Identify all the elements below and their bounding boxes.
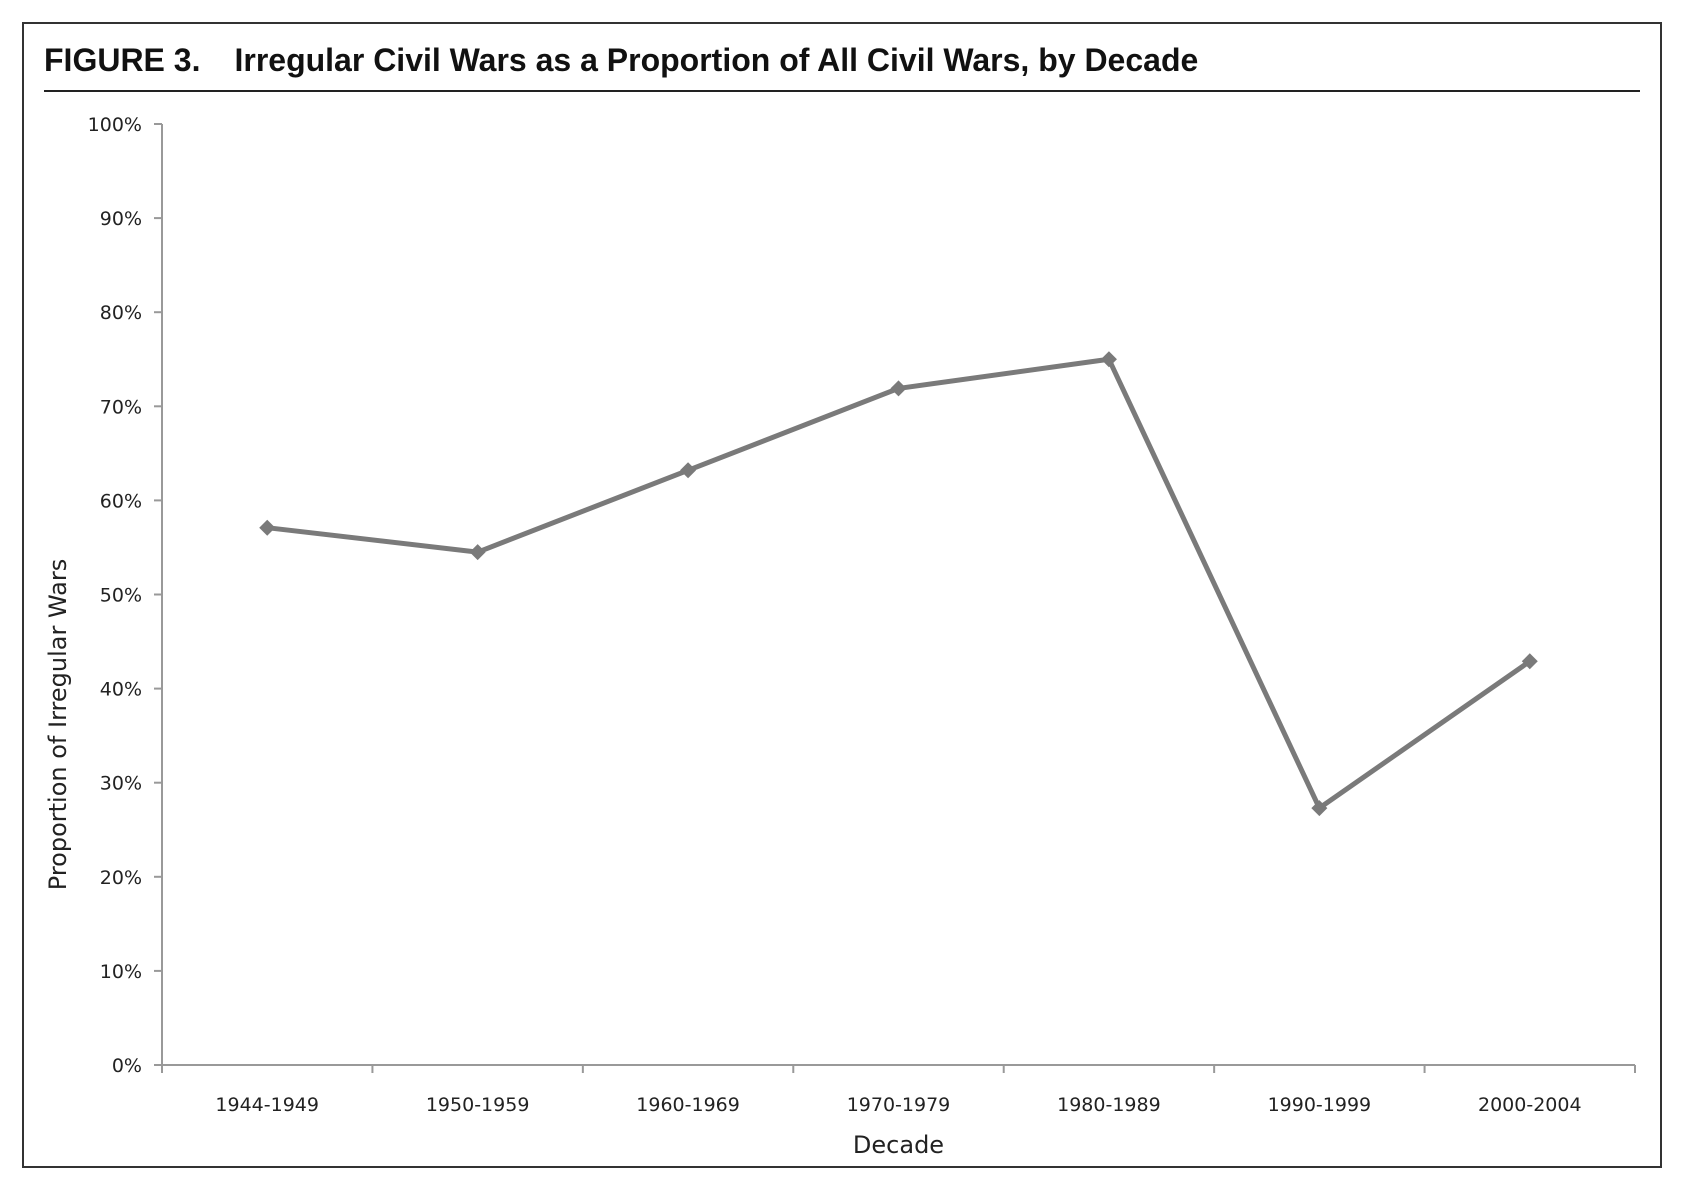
y-tick-label: 70%	[100, 396, 142, 418]
x-axis-title: Decade	[853, 1131, 944, 1159]
y-tick-label: 30%	[100, 773, 142, 795]
data-point-marker	[259, 519, 276, 536]
y-tick-label: 80%	[100, 302, 142, 324]
data-point-marker	[1100, 351, 1117, 368]
data-point-marker	[469, 544, 486, 561]
y-tick-label: 10%	[100, 961, 142, 983]
figure-title-text: Irregular Civil Wars as a Proportion of …	[234, 42, 1199, 78]
data-point-marker	[680, 462, 697, 479]
figure-label: FIGURE 3.	[44, 42, 201, 78]
x-tick-label: 1944-1949	[215, 1094, 319, 1116]
y-tick-label: 50%	[100, 585, 142, 607]
x-tick-label: 1950-1959	[426, 1094, 530, 1116]
data-point-marker	[1311, 800, 1328, 817]
data-point-marker	[1521, 653, 1538, 670]
y-tick-label: 90%	[100, 208, 142, 230]
series-line	[266, 356, 1532, 811]
series-layer	[259, 351, 1538, 817]
y-tick-label: 20%	[100, 867, 142, 889]
x-tick-label: 2000-2004	[1478, 1094, 1582, 1116]
title-rule	[44, 90, 1640, 92]
x-tick-label: 1990-1999	[1268, 1094, 1372, 1116]
x-tick-label: 1970-1979	[847, 1094, 951, 1116]
y-tick-label: 0%	[112, 1055, 142, 1077]
x-axis: 1944-1949 1950-1959 1960-1969 1970-1979 1980…	[161, 1064, 1636, 1116]
y-axis-title: Proportion of Irregular Wars	[44, 559, 72, 890]
y-tick-label: 60%	[100, 490, 142, 512]
y-axis: 0% 10% 20% 30% 40% 50% 60% 70% 80% 90% 100%	[88, 114, 163, 1077]
y-tick-label: 40%	[100, 679, 142, 701]
x-tick-label: 1980-1989	[1057, 1094, 1161, 1116]
y-tick-label: 100%	[88, 114, 142, 136]
data-point-marker	[890, 380, 907, 397]
figure-frame: FIGURE 3. Irregular Civil Wars as a Propo…	[22, 22, 1662, 1168]
figure-title: FIGURE 3. Irregular Civil Wars as a Propo…	[44, 42, 1198, 79]
x-tick-label: 1960-1969	[636, 1094, 740, 1116]
